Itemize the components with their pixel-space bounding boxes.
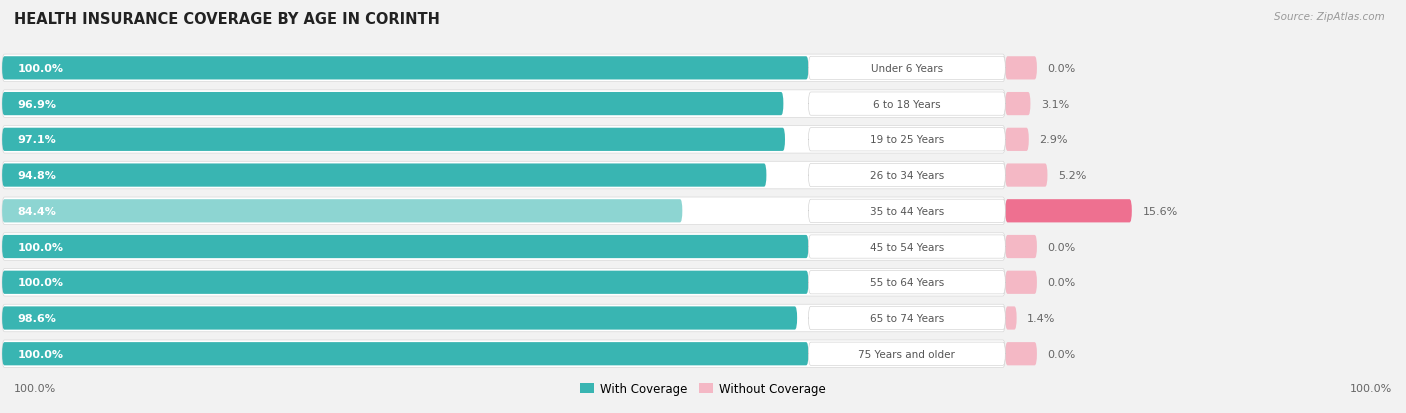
FancyBboxPatch shape xyxy=(3,306,797,330)
Text: 100.0%: 100.0% xyxy=(14,383,56,393)
Text: 15.6%: 15.6% xyxy=(1142,206,1178,216)
FancyBboxPatch shape xyxy=(3,90,1005,118)
FancyBboxPatch shape xyxy=(808,93,1005,116)
Text: 3.1%: 3.1% xyxy=(1040,100,1069,109)
FancyBboxPatch shape xyxy=(808,200,1005,223)
FancyBboxPatch shape xyxy=(3,126,1005,154)
FancyBboxPatch shape xyxy=(1005,271,1038,294)
Legend: With Coverage, Without Coverage: With Coverage, Without Coverage xyxy=(575,377,831,400)
Text: 0.0%: 0.0% xyxy=(1047,64,1076,74)
FancyBboxPatch shape xyxy=(808,271,1005,294)
Text: 96.9%: 96.9% xyxy=(17,100,56,109)
FancyBboxPatch shape xyxy=(1005,200,1132,223)
FancyBboxPatch shape xyxy=(808,57,1005,80)
Text: 100.0%: 100.0% xyxy=(17,242,63,252)
Text: Under 6 Years: Under 6 Years xyxy=(870,64,943,74)
FancyBboxPatch shape xyxy=(3,269,1005,296)
FancyBboxPatch shape xyxy=(3,128,785,152)
Text: 6 to 18 Years: 6 to 18 Years xyxy=(873,100,941,109)
Text: 55 to 64 Years: 55 to 64 Years xyxy=(870,278,943,287)
Text: 45 to 54 Years: 45 to 54 Years xyxy=(870,242,943,252)
FancyBboxPatch shape xyxy=(1005,128,1029,152)
FancyBboxPatch shape xyxy=(808,128,1005,152)
Text: 19 to 25 Years: 19 to 25 Years xyxy=(870,135,943,145)
FancyBboxPatch shape xyxy=(3,93,783,116)
FancyBboxPatch shape xyxy=(1005,93,1031,116)
Text: 35 to 44 Years: 35 to 44 Years xyxy=(870,206,943,216)
FancyBboxPatch shape xyxy=(3,342,808,366)
FancyBboxPatch shape xyxy=(808,306,1005,330)
FancyBboxPatch shape xyxy=(1005,57,1038,80)
Text: 100.0%: 100.0% xyxy=(17,278,63,287)
Text: 1.4%: 1.4% xyxy=(1028,313,1056,323)
FancyBboxPatch shape xyxy=(3,233,1005,261)
FancyBboxPatch shape xyxy=(3,340,1005,368)
Text: 2.9%: 2.9% xyxy=(1039,135,1069,145)
FancyBboxPatch shape xyxy=(3,200,682,223)
FancyBboxPatch shape xyxy=(3,304,1005,332)
FancyBboxPatch shape xyxy=(3,235,808,259)
FancyBboxPatch shape xyxy=(3,271,808,294)
FancyBboxPatch shape xyxy=(808,342,1005,366)
Text: 100.0%: 100.0% xyxy=(17,64,63,74)
Text: 98.6%: 98.6% xyxy=(17,313,56,323)
FancyBboxPatch shape xyxy=(1005,164,1047,187)
FancyBboxPatch shape xyxy=(808,235,1005,259)
FancyBboxPatch shape xyxy=(3,55,1005,83)
Text: 65 to 74 Years: 65 to 74 Years xyxy=(870,313,943,323)
Text: HEALTH INSURANCE COVERAGE BY AGE IN CORINTH: HEALTH INSURANCE COVERAGE BY AGE IN CORI… xyxy=(14,12,440,27)
FancyBboxPatch shape xyxy=(1005,235,1038,259)
Text: 84.4%: 84.4% xyxy=(17,206,56,216)
FancyBboxPatch shape xyxy=(3,162,1005,189)
FancyBboxPatch shape xyxy=(808,164,1005,187)
FancyBboxPatch shape xyxy=(3,57,808,80)
Text: 26 to 34 Years: 26 to 34 Years xyxy=(870,171,943,180)
Text: 0.0%: 0.0% xyxy=(1047,278,1076,287)
Text: 0.0%: 0.0% xyxy=(1047,242,1076,252)
Text: Source: ZipAtlas.com: Source: ZipAtlas.com xyxy=(1274,12,1385,22)
Text: 97.1%: 97.1% xyxy=(17,135,56,145)
FancyBboxPatch shape xyxy=(1005,306,1017,330)
Text: 100.0%: 100.0% xyxy=(17,349,63,359)
Text: 100.0%: 100.0% xyxy=(1350,383,1392,393)
Text: 94.8%: 94.8% xyxy=(17,171,56,180)
FancyBboxPatch shape xyxy=(3,164,766,187)
Text: 75 Years and older: 75 Years and older xyxy=(859,349,955,359)
Text: 0.0%: 0.0% xyxy=(1047,349,1076,359)
FancyBboxPatch shape xyxy=(1005,342,1038,366)
FancyBboxPatch shape xyxy=(3,197,1005,225)
Text: 5.2%: 5.2% xyxy=(1059,171,1087,180)
